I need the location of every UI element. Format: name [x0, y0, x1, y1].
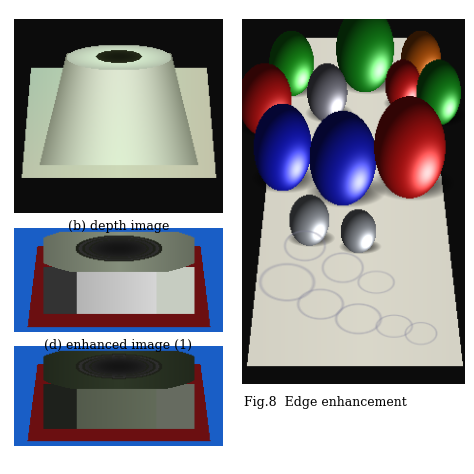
Text: (d) enhanced image (1): (d) enhanced image (1)	[45, 339, 192, 352]
Text: Fig.8  Edge enhancement: Fig.8 Edge enhancement	[244, 396, 407, 409]
Text: (b) depth image: (b) depth image	[68, 220, 169, 233]
